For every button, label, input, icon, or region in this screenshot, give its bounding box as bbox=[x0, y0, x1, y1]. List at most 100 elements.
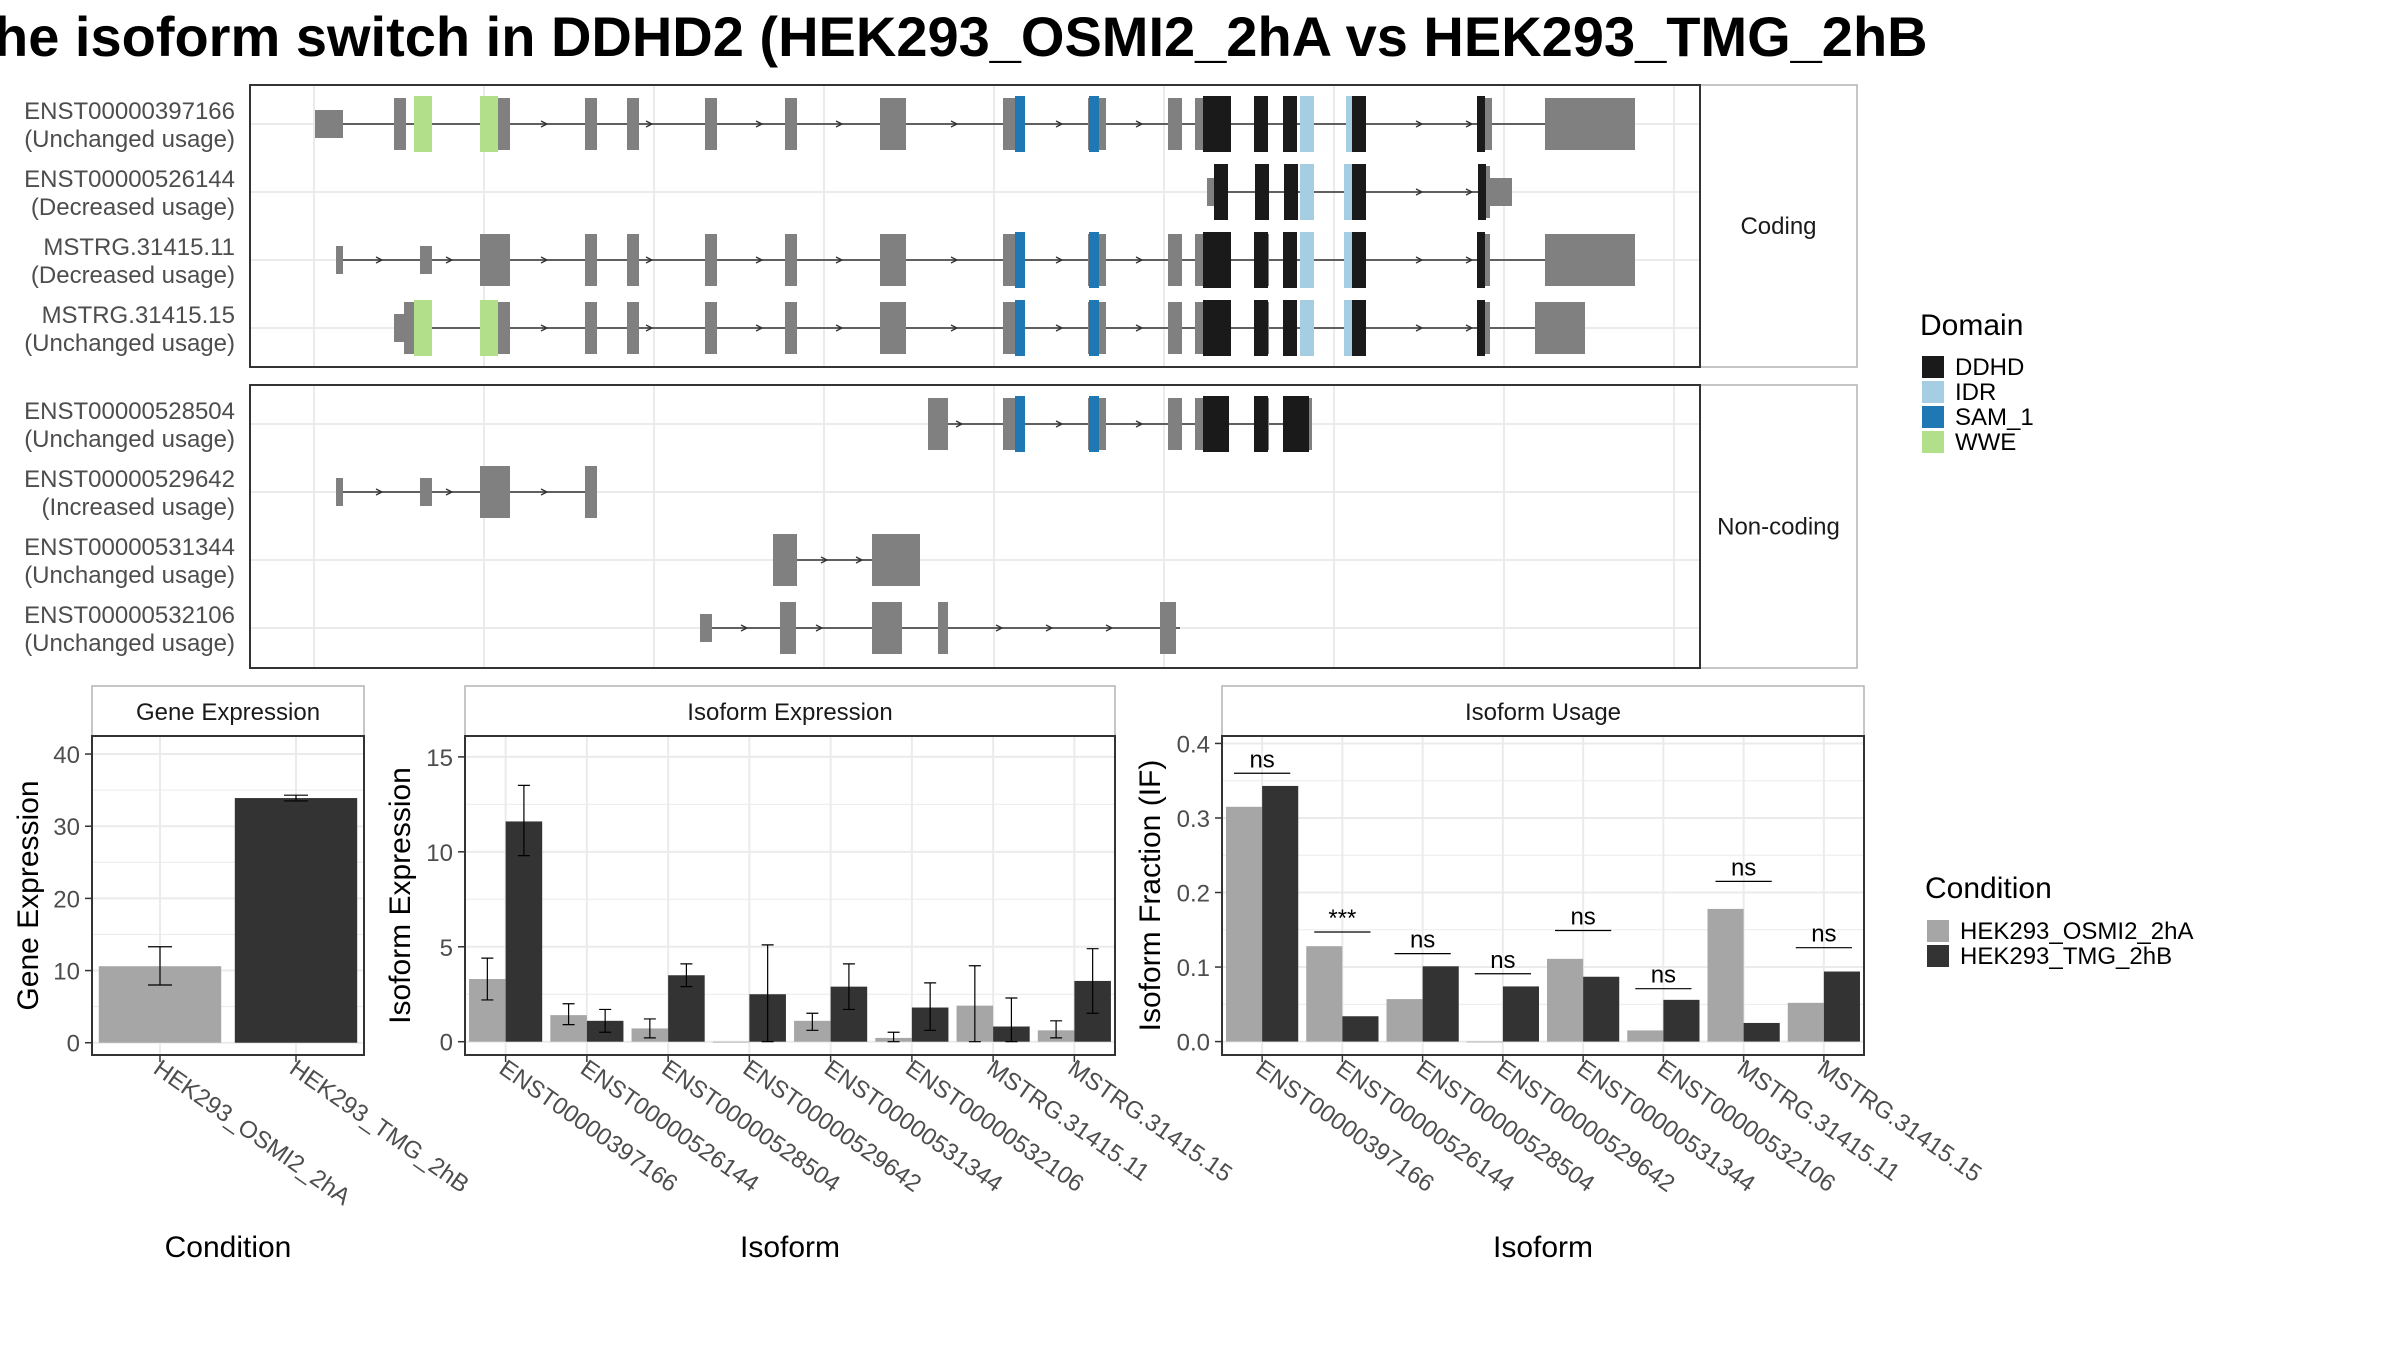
strand-arrow bbox=[835, 324, 844, 332]
isoform-status-label: (Decreased usage) bbox=[31, 194, 235, 221]
strand-arrow bbox=[540, 120, 549, 128]
isoform-status-label: (Unchanged usage) bbox=[24, 426, 235, 453]
bar-chart-2: Isoform Expression051015ENST00000397166E… bbox=[384, 685, 1237, 1264]
error-bar bbox=[1086, 948, 1099, 1014]
strand-arrow bbox=[1415, 256, 1424, 264]
y-tick-label: 0 bbox=[67, 1031, 80, 1058]
domain-segment-wwe bbox=[480, 300, 498, 356]
error-bar bbox=[517, 784, 530, 857]
strand-arrow bbox=[540, 324, 549, 332]
panel-border bbox=[249, 384, 1701, 669]
y-axis-title: Isoform Expression bbox=[384, 767, 417, 1024]
isoform-structure-row: ENST00000526144(Decreased usage) bbox=[24, 164, 1512, 221]
domain-legend-label: SAM_1 bbox=[1955, 404, 2034, 431]
plot-background bbox=[465, 736, 1115, 1055]
domain-legend-key bbox=[1922, 381, 1944, 403]
strand-arrow bbox=[1055, 120, 1064, 128]
strand-arrow bbox=[1415, 324, 1424, 332]
domain-segment-ddhd bbox=[1203, 232, 1231, 288]
strand-arrow bbox=[755, 120, 764, 128]
isoform-status-label: (Unchanged usage) bbox=[24, 330, 235, 357]
figure-title: he isoform switch in DDHD2 (HEK293_OSMI2… bbox=[0, 5, 1928, 68]
x-axis-title: Isoform bbox=[1493, 1231, 1593, 1264]
y-tick-label: 0.2 bbox=[1177, 881, 1210, 908]
y-tick-label: 0.4 bbox=[1177, 731, 1210, 758]
bar bbox=[1823, 971, 1860, 1042]
bar bbox=[1627, 1030, 1664, 1042]
exon bbox=[1168, 302, 1182, 354]
error-bar bbox=[968, 965, 981, 1043]
exon bbox=[1160, 602, 1176, 654]
exon bbox=[872, 534, 920, 586]
exon bbox=[1545, 234, 1635, 286]
domain-segment-sam-1 bbox=[1089, 96, 1099, 152]
strand-arrow bbox=[820, 556, 829, 564]
strand-arrow bbox=[755, 256, 764, 264]
exon bbox=[585, 302, 597, 354]
significance-label: *** bbox=[1328, 905, 1356, 932]
strand-arrow bbox=[835, 120, 844, 128]
domain-segment-ddhd bbox=[1352, 96, 1366, 152]
domain-segment-idr bbox=[1300, 164, 1314, 220]
significance-label: ns bbox=[1651, 962, 1676, 989]
domain-segment-sam-1 bbox=[1015, 232, 1025, 288]
exon bbox=[785, 302, 797, 354]
strand-arrow bbox=[445, 488, 454, 496]
exon bbox=[627, 302, 639, 354]
strand-arrow bbox=[950, 120, 959, 128]
y-axis-title: Gene Expression bbox=[12, 780, 45, 1010]
strand-arrow bbox=[1045, 624, 1054, 632]
isoform-id-label: ENST00000529642 bbox=[24, 466, 235, 493]
isoform-status-label: (Increased usage) bbox=[42, 494, 235, 521]
domain-segment-sam-1 bbox=[1015, 300, 1025, 356]
isoform-structure-row: MSTRG.31415.11(Decreased usage) bbox=[31, 232, 1635, 289]
domain-segment-ddhd bbox=[1283, 96, 1297, 152]
bar bbox=[1262, 785, 1299, 1042]
exon bbox=[420, 246, 432, 274]
exon bbox=[785, 98, 797, 150]
exon bbox=[585, 234, 597, 286]
y-tick-label: 0 bbox=[440, 1030, 453, 1057]
exon bbox=[1490, 178, 1512, 206]
domain-legend-key bbox=[1922, 406, 1944, 428]
domain-legend-key bbox=[1922, 431, 1944, 453]
exon bbox=[888, 602, 902, 654]
bar bbox=[712, 1041, 750, 1043]
domain-legend-title: Domain bbox=[1920, 309, 2023, 342]
strand-arrow bbox=[645, 256, 654, 264]
significance-label: ns bbox=[1410, 927, 1435, 954]
domain-segment-ddhd bbox=[1284, 164, 1298, 220]
isoform-structure-row: MSTRG.31415.15(Unchanged usage) bbox=[24, 300, 1585, 357]
error-bar bbox=[599, 1008, 612, 1033]
domain-segment-idr bbox=[1300, 300, 1314, 356]
exon bbox=[872, 602, 890, 654]
strand-arrow bbox=[835, 256, 844, 264]
significance-label: ns bbox=[1811, 921, 1836, 948]
exon bbox=[705, 98, 717, 150]
exon bbox=[490, 466, 510, 518]
y-tick-label: 20 bbox=[53, 886, 80, 913]
bar-chart-3: Isoform Usage ns *** ns ns ns ns ns ns 0.0 0.1 0.2 0… bbox=[1134, 685, 1986, 1264]
bar bbox=[1226, 806, 1263, 1042]
bar bbox=[1342, 1016, 1379, 1042]
bar bbox=[1386, 999, 1423, 1042]
strand-arrow bbox=[1135, 324, 1144, 332]
condition-legend-key bbox=[1927, 945, 1949, 967]
domain-segment-ddhd bbox=[1352, 232, 1366, 288]
strand-arrow bbox=[1465, 120, 1474, 128]
chart-title: Isoform Usage bbox=[1465, 699, 1621, 726]
domain-segment-ddhd bbox=[1352, 300, 1366, 356]
bar bbox=[1502, 986, 1539, 1042]
x-axis-title: Condition bbox=[165, 1231, 292, 1264]
error-bar bbox=[481, 957, 494, 1001]
domain-segment-ddhd bbox=[1283, 396, 1309, 452]
y-axis-title: Isoform Fraction (IF) bbox=[1134, 760, 1167, 1032]
domain-segment-ddhd bbox=[1477, 300, 1485, 356]
x-axis-title: Isoform bbox=[740, 1231, 840, 1264]
exon bbox=[880, 302, 906, 354]
isoform-structure-row: ENST00000529642(Increased usage) bbox=[24, 466, 597, 521]
chart-title: Isoform Expression bbox=[687, 699, 892, 726]
exon bbox=[498, 302, 510, 354]
plot-border bbox=[91, 735, 365, 1056]
